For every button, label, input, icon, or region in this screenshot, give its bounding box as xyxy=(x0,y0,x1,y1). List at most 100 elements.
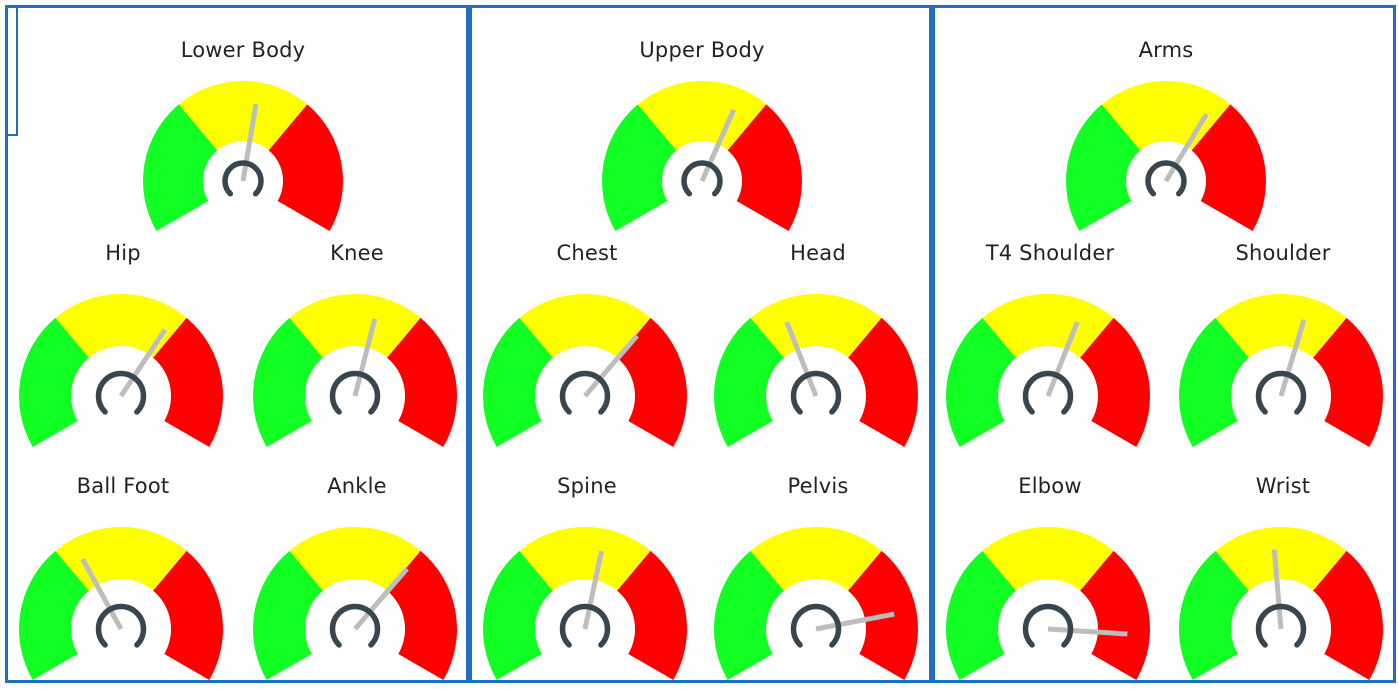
green-zone xyxy=(714,550,784,680)
gauge-title: Pelvis xyxy=(787,474,849,498)
gauge-needle xyxy=(1163,112,1209,183)
red-zone xyxy=(387,550,457,680)
gauge-chest-dial xyxy=(483,294,687,447)
gauge-hub xyxy=(95,603,147,648)
red-zone xyxy=(153,317,223,447)
yellow-zone xyxy=(289,294,421,358)
gauge-title: Knee xyxy=(330,241,384,265)
gauge-needle xyxy=(583,334,639,398)
yellow-zone xyxy=(637,81,767,151)
red-zone xyxy=(387,317,457,447)
gauge-hub xyxy=(329,370,381,415)
panel-lower-body: Lower Body Hip Knee Ball Foot Ankle xyxy=(5,5,469,683)
green-zone xyxy=(18,317,89,447)
gauge-pelvis-dial xyxy=(714,527,918,680)
gauge-hub xyxy=(1145,160,1187,197)
green-zone xyxy=(18,550,89,680)
yellow-zone xyxy=(982,527,1114,591)
gauge-head-dial xyxy=(714,294,918,447)
gauge-hub xyxy=(1022,370,1074,415)
gauge-lower-body: Lower Body xyxy=(138,38,348,238)
gauge-hub xyxy=(790,603,842,648)
gauge-needle xyxy=(784,321,819,397)
gauge-hub xyxy=(1255,370,1307,415)
green-zone xyxy=(1179,550,1249,680)
gauge-needle xyxy=(699,108,737,183)
gauge-t4-shoulder-dial xyxy=(946,294,1150,447)
gauge-elbow: Elbow xyxy=(945,474,1155,684)
yellow-zone xyxy=(55,527,187,591)
red-zone xyxy=(1313,550,1383,680)
gauge-title: Ankle xyxy=(327,474,387,498)
gauge-needle xyxy=(118,328,168,398)
yellow-zone xyxy=(519,294,651,358)
gauge-title: Upper Body xyxy=(639,38,765,62)
gauge-title: Ball Foot xyxy=(76,474,170,498)
yellow-zone xyxy=(519,527,651,591)
gauge-hub xyxy=(559,603,611,648)
gauge-hub xyxy=(95,370,147,415)
green-zone xyxy=(714,317,784,447)
green-zone xyxy=(602,104,677,231)
yellow-zone xyxy=(1101,81,1231,151)
gauge-needle xyxy=(1047,626,1128,637)
gauge-title: Shoulder xyxy=(1235,241,1331,265)
red-zone xyxy=(617,317,687,447)
gauge-upper-body: Upper Body xyxy=(597,38,807,238)
gauge-pelvis: Pelvis xyxy=(713,474,923,684)
red-zone xyxy=(1191,104,1266,231)
gauge-ankle-dial xyxy=(253,527,457,680)
green-zone xyxy=(946,550,1016,680)
gauge-ball-foot-dial xyxy=(18,527,223,680)
gauge-title: Spine xyxy=(557,474,617,498)
panel-upper-body: Upper Body Chest Head Spine Pelvis xyxy=(469,5,932,683)
yellow-zone xyxy=(1215,527,1347,591)
yellow-zone xyxy=(982,294,1114,358)
gauge-arms: Arms xyxy=(1061,38,1271,238)
yellow-zone xyxy=(750,527,882,591)
red-zone xyxy=(1313,317,1383,447)
panel-tab xyxy=(8,8,18,136)
gauge-wrist-dial xyxy=(1179,527,1383,680)
green-zone xyxy=(483,317,553,447)
gauge-spine-dial xyxy=(483,527,687,680)
gauge-title: Elbow xyxy=(1018,474,1082,498)
green-zone xyxy=(1066,104,1141,231)
panel-arms: Arms T4 Shoulder Shoulder Elbow Wrist xyxy=(932,5,1396,683)
gauge-lower-body-dial xyxy=(143,81,343,231)
yellow-zone xyxy=(289,527,421,591)
yellow-zone xyxy=(750,294,882,358)
gauge-hub xyxy=(222,160,264,197)
gauge-needle xyxy=(1045,321,1080,397)
red-zone xyxy=(727,104,802,231)
gauge-knee-dial xyxy=(253,294,457,447)
yellow-zone xyxy=(1215,294,1347,358)
gauge-hip: Hip xyxy=(18,241,228,461)
gauge-hub xyxy=(559,370,611,415)
gauge-hub xyxy=(681,160,723,197)
gauge-chest: Chest xyxy=(482,241,692,461)
yellow-zone xyxy=(178,81,308,151)
gauge-ball-foot: Ball Foot xyxy=(18,474,228,684)
gauge-arms-dial xyxy=(1066,81,1266,231)
gauge-title: Wrist xyxy=(1255,474,1311,498)
gauge-needle xyxy=(815,611,895,632)
gauge-shoulder: Shoulder xyxy=(1178,241,1388,461)
green-zone xyxy=(253,317,323,447)
green-zone xyxy=(946,317,1016,447)
gauge-title: Chest xyxy=(556,241,618,265)
yellow-zone xyxy=(55,294,187,358)
gauge-needle xyxy=(240,103,259,182)
gauge-title: T4 Shoulder xyxy=(985,241,1115,265)
gauge-t4-shoulder: T4 Shoulder xyxy=(945,241,1155,461)
red-zone xyxy=(617,550,687,680)
gauge-needle xyxy=(353,567,409,631)
red-zone xyxy=(848,317,918,447)
gauge-needle xyxy=(582,550,604,630)
red-zone xyxy=(1080,317,1150,447)
gauge-title: Lower Body xyxy=(180,38,306,62)
gauge-ankle: Ankle xyxy=(252,474,462,684)
green-zone xyxy=(1179,317,1249,447)
green-zone xyxy=(253,550,323,680)
gauge-needle xyxy=(80,558,124,631)
